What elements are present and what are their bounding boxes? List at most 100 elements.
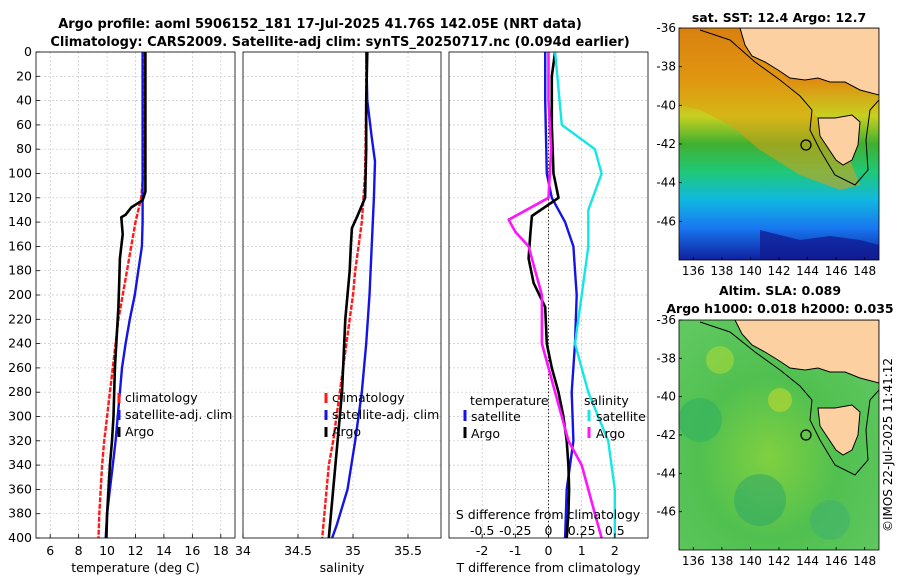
s-diff-tick-label: 0.5 — [605, 523, 625, 538]
map-y-tick-label: -36 — [656, 21, 676, 35]
legend-temperature-title: temperature — [470, 393, 549, 408]
sst-tasmania — [817, 114, 861, 166]
temperature-x-tick-label: 8 — [75, 543, 83, 558]
map-y-tick-label: -36 — [656, 313, 676, 327]
difference-x-tick-label: 0 — [545, 543, 553, 558]
map-y-tick-label: -46 — [656, 214, 676, 228]
map-x-tick-label: 138 — [710, 554, 733, 568]
legend-label: satellite — [596, 409, 646, 424]
salinity-x-tick-label: 35 — [345, 543, 361, 558]
y-tick-label: 80 — [16, 141, 32, 156]
difference-x-tick-label: 1 — [578, 543, 586, 558]
sla-eddy — [679, 398, 722, 442]
legend-label: Argo — [125, 424, 154, 439]
difference-series-s-satellite — [553, 52, 616, 538]
map-x-tick-label: 136 — [682, 264, 705, 278]
map-x-tick-label: 146 — [825, 264, 848, 278]
y-tick-label: 340 — [8, 457, 32, 472]
salinity-x-tick-label: 34 — [235, 543, 251, 558]
map-y-tick-label: -38 — [656, 351, 676, 365]
difference-x-tick-label: 2 — [611, 543, 619, 558]
temperature-x-axis-label: temperature (deg C) — [71, 560, 200, 575]
temperature-x-tick-label: 16 — [184, 543, 200, 558]
map-y-tick-label: -40 — [656, 98, 676, 112]
map-y-tick-label: -40 — [656, 390, 676, 404]
s-diff-tick-label: 0.25 — [568, 523, 596, 538]
map-y-tick-label: -44 — [656, 176, 676, 190]
sst-warm-patch — [679, 28, 860, 190]
sla-map-title-line2: Argo h1000: 0.018 h2000: 0.035 — [666, 301, 893, 316]
map-x-tick-label: 142 — [768, 264, 791, 278]
legend-salinity-title: salinity — [584, 393, 629, 408]
legend-label: satellite — [471, 409, 521, 424]
sla-eddy — [768, 388, 792, 412]
map-y-tick-label: -44 — [656, 466, 676, 480]
sst-cold-patch — [760, 230, 879, 260]
s-diff-tick-label: 0 — [545, 523, 553, 538]
difference-series-s-argo — [507, 52, 603, 538]
y-tick-label: 240 — [8, 336, 32, 351]
temperature-x-tick-label: 6 — [46, 543, 54, 558]
y-tick-label: 300 — [8, 409, 32, 424]
s-diff-axis-label: S difference from climatology — [456, 507, 641, 522]
sst-land — [739, 28, 879, 96]
difference-series-t-argo — [527, 52, 571, 538]
difference-x-tick-label: -2 — [476, 543, 488, 558]
y-tick-label: 60 — [16, 117, 32, 132]
sst-map-title: sat. SST: 12.4 Argo: 12.7 — [692, 10, 866, 25]
sla-map-title-line1: Altim. SLA: 0.089 — [719, 283, 841, 298]
y-tick-label: 160 — [8, 238, 32, 253]
s-diff-tick-label: -0.5 — [470, 523, 494, 538]
sla-land — [734, 320, 879, 384]
y-tick-label: 220 — [8, 311, 32, 326]
s-diff-tick-label: -0.25 — [499, 523, 531, 538]
map-x-tick-label: 142 — [768, 554, 791, 568]
map-x-tick-label: 140 — [739, 554, 762, 568]
map-y-tick-label: -38 — [656, 60, 676, 74]
salinity-x-tick-label: 35.5 — [394, 543, 422, 558]
sst-shelf-contour — [699, 29, 879, 186]
temperature-x-tick-label: 10 — [99, 543, 115, 558]
sla-argo-marker — [800, 429, 812, 441]
sla-tasmania — [817, 404, 861, 456]
salinity-x-tick-label: 34.5 — [284, 543, 312, 558]
y-tick-label: 280 — [8, 384, 32, 399]
map-x-tick-label: 146 — [825, 554, 848, 568]
legend-label: Argo — [471, 426, 500, 441]
salinity-series-argo — [327, 52, 369, 538]
legend-label: climatology — [125, 390, 198, 405]
y-tick-label: 140 — [8, 214, 32, 229]
temperature-x-tick-label: 18 — [213, 543, 229, 558]
map-y-tick-label: -42 — [656, 428, 676, 442]
y-tick-label: 120 — [8, 190, 32, 205]
y-tick-label: 100 — [8, 166, 32, 181]
map-y-tick-label: -46 — [656, 505, 676, 519]
figure-title-line2: Climatology: CARS2009. Satellite-adj cli… — [50, 35, 629, 50]
y-tick-label: 320 — [8, 433, 32, 448]
difference-x-tick-label: -1 — [509, 543, 521, 558]
sla-eddy — [706, 346, 734, 374]
temperature-panel: 0 20 40 60 80 100 120 140 160 180 200 220 240 260 280 3… — [8, 44, 236, 575]
sst-map-panel: sat. SST: 12.4 Argo: 12.7 136 138 140 142 14… — [656, 10, 880, 278]
y-tick-label: 180 — [8, 263, 32, 278]
y-tick-label: 200 — [8, 287, 32, 302]
difference-series-t-satellite — [544, 52, 578, 538]
map-y-tick-label: -42 — [656, 137, 676, 151]
y-tick-label: 360 — [8, 481, 32, 496]
map-x-tick-label: 148 — [853, 264, 876, 278]
y-tick-label: 400 — [8, 530, 32, 545]
temperature-series-argo — [105, 52, 147, 538]
temperature-x-tick-label: 14 — [156, 543, 172, 558]
sla-shelf-contour — [699, 321, 879, 476]
temperature-series-satellite-adj.-clim — [104, 52, 144, 538]
legend-label: Argo — [332, 424, 361, 439]
sla-map-panel: Altim. SLA: 0.089 Argo h1000: 0.018 h200… — [656, 283, 893, 568]
temperature-x-tick-label: 12 — [128, 543, 144, 558]
difference-panel: -2 -1 0 1 2 T difference from climatology temp… — [448, 51, 649, 575]
difference-x-axis-label: T difference from climatology — [455, 560, 641, 575]
legend-label: satellite-adj. clim — [332, 407, 439, 422]
salinity-series-satellite-adj.-clim — [330, 52, 377, 538]
sst-argo-marker — [800, 139, 812, 151]
sla-eddy — [734, 474, 786, 526]
